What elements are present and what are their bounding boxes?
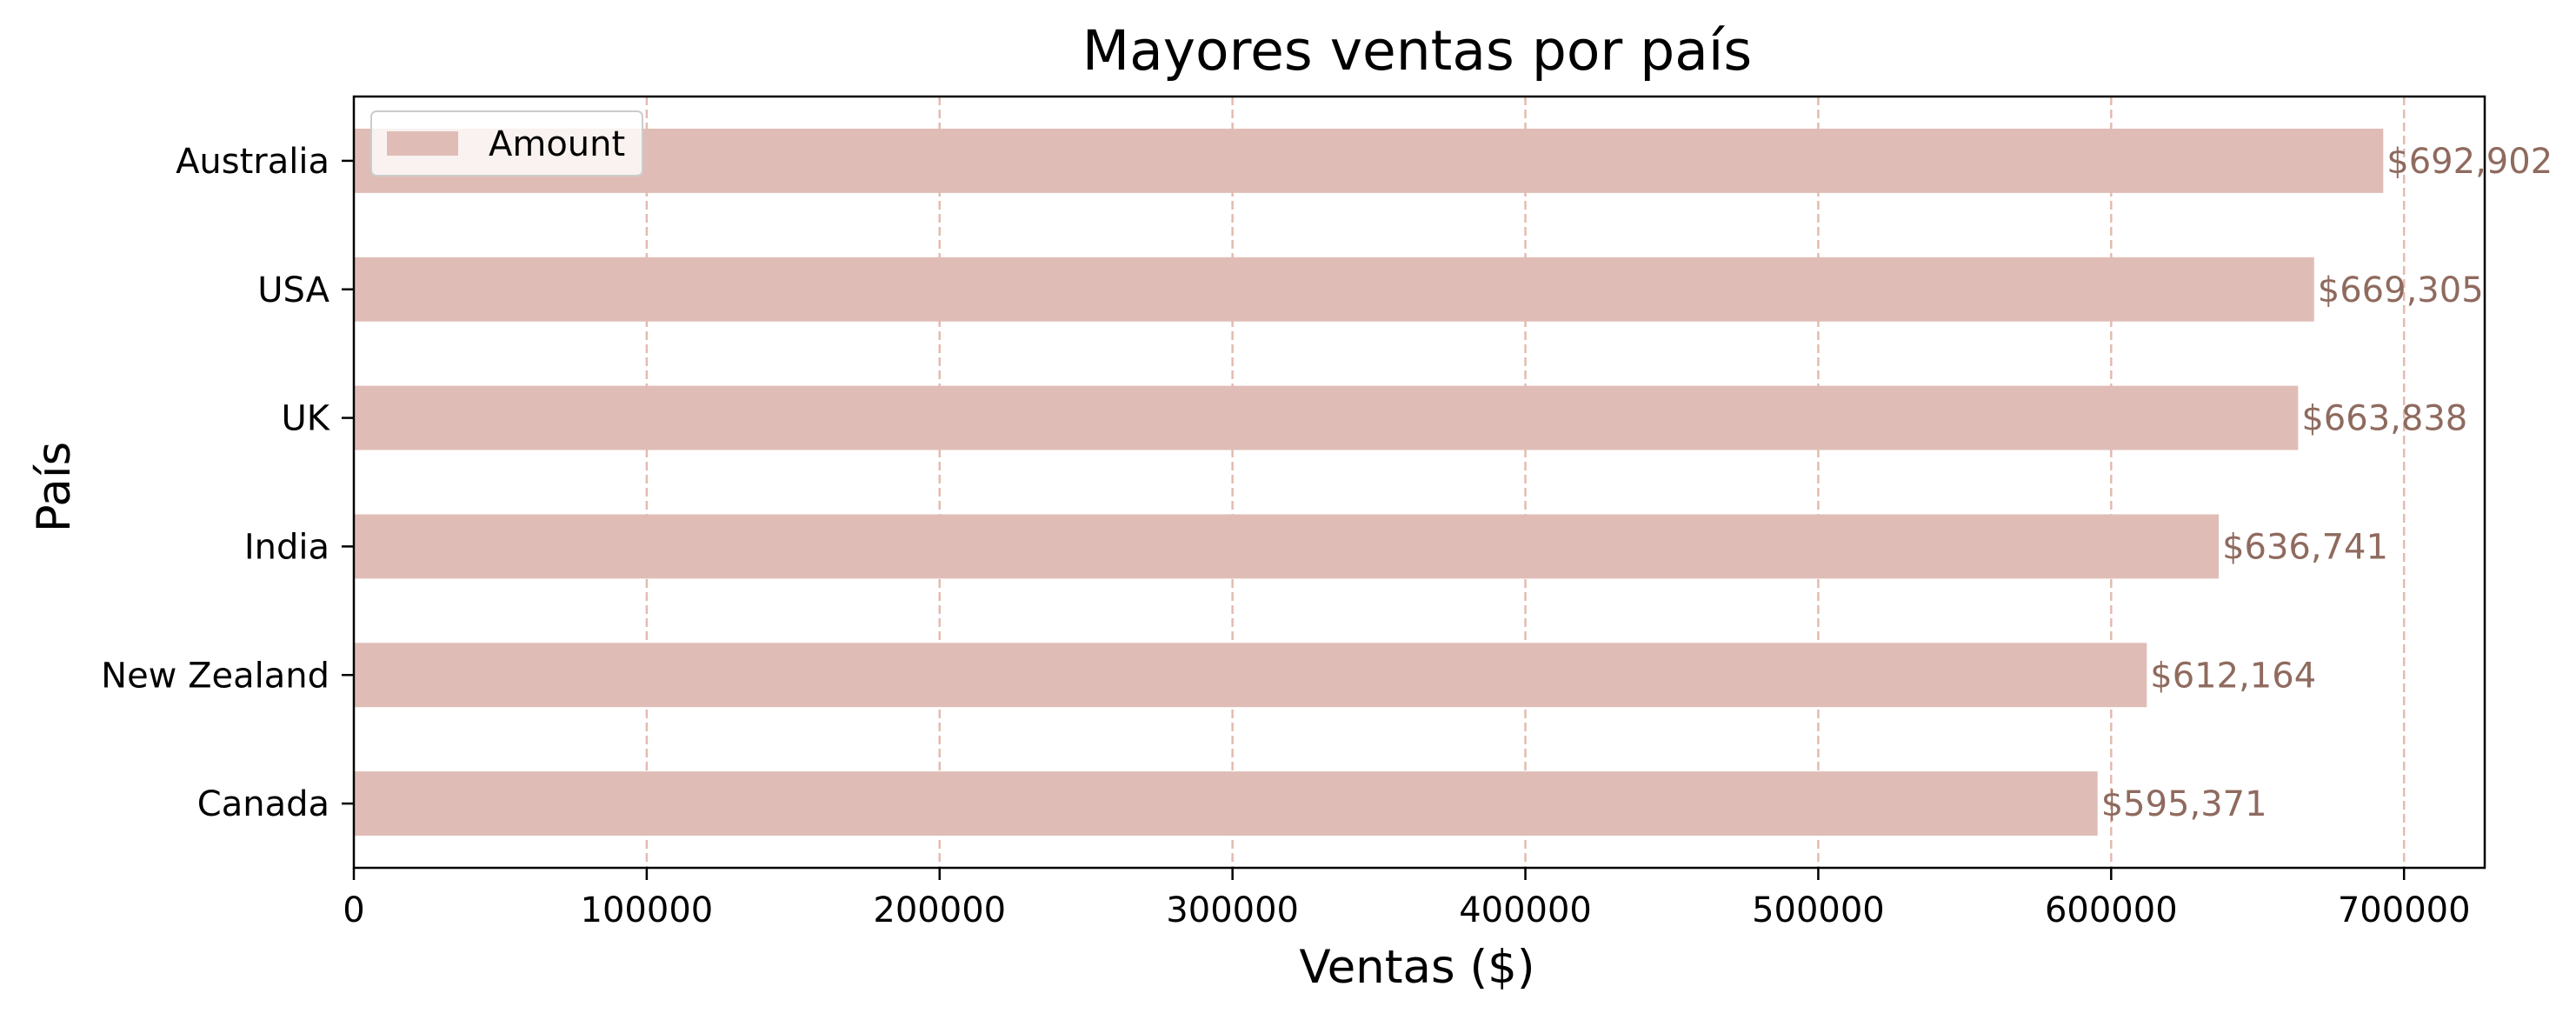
y-tick-label: New Zealand [101,656,329,696]
y-axis-ticks: Australia USA UK India New Zealand Canada [101,142,354,824]
bars [354,128,2384,837]
x-tick-label: 200000 [873,890,1006,930]
bar-canada [354,771,2098,837]
plot-frame [352,95,2486,870]
x-tick-label: 700000 [2338,890,2471,930]
legend-swatch [387,131,458,156]
x-tick-label: 500000 [1752,890,1885,930]
bar-australia [354,128,2384,193]
legend-label: Amount [489,124,625,164]
legend: Amount [370,110,643,177]
x-tick-label: 0 [343,890,364,930]
x-tick-label: 100000 [581,890,714,930]
bar-india [354,514,2220,579]
chart-title: Mayores ventas por país [1082,19,1752,83]
data-label: $692,902 [2386,142,2553,182]
data-label: $595,371 [2101,784,2267,824]
data-label: $663,838 [2301,399,2467,439]
data-label: $612,164 [2150,656,2316,696]
y-tick-label: Australia [176,142,329,182]
grid-lines [645,97,2406,868]
y-tick-label: UK [281,399,330,439]
data-labels: $692,902 $669,305 $663,838 $636,741 $612,164… [2101,142,2553,824]
y-tick-label: Canada [197,784,329,824]
x-tick-label: 300000 [1166,890,1299,930]
bar-usa [354,257,2314,322]
y-tick-label: USA [257,270,329,310]
x-axis-ticks: 0 100000 200000 300000 400000 500000 600000 700… [343,868,2471,930]
y-axis-label: País [28,442,81,532]
data-label: $669,305 [2318,270,2484,310]
x-tick-label: 600000 [2045,890,2178,930]
data-label: $636,741 [2222,527,2388,567]
x-tick-label: 400000 [1459,890,1592,930]
bar-new-zealand [354,643,2147,708]
y-tick-label: India [244,527,329,567]
legend-box [370,110,643,177]
bar-uk [354,385,2299,450]
x-axis-label: Ventas ($) [1299,941,1534,994]
